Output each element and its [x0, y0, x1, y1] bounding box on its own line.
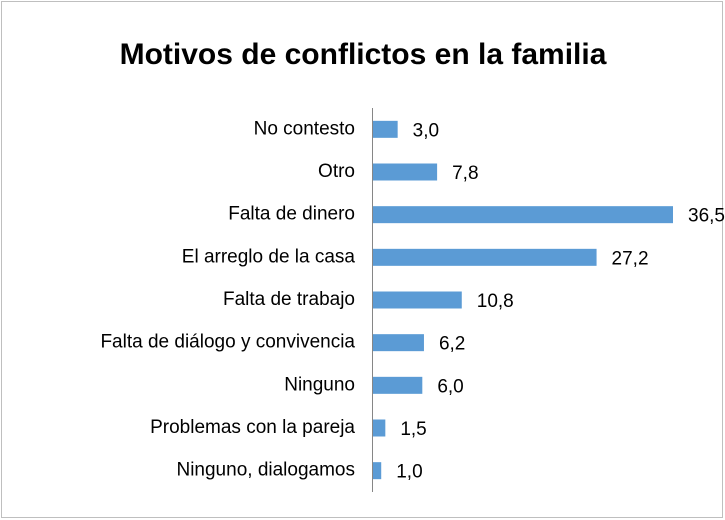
category-label: Falta de dinero — [228, 204, 355, 225]
data-label: 1,5 — [400, 419, 426, 440]
bar — [373, 248, 597, 266]
category-label: Problemas con la pareja — [150, 417, 355, 438]
category-label: Ninguno — [284, 374, 355, 395]
data-label: 6,0 — [437, 376, 463, 397]
bar — [373, 163, 438, 181]
data-label: 36,5 — [688, 206, 725, 227]
category-label: Falta de diálogo y convivencia — [100, 332, 355, 353]
bar — [373, 376, 423, 394]
data-label: 7,8 — [452, 163, 478, 184]
category-label: No contesto — [254, 118, 355, 139]
data-label: 10,8 — [477, 291, 514, 312]
bar — [373, 419, 386, 437]
bar — [373, 462, 382, 480]
data-label: 1,0 — [396, 462, 422, 483]
bar — [373, 206, 673, 224]
bar — [373, 120, 398, 138]
bar — [373, 334, 424, 352]
category-label: El arreglo de la casa — [182, 246, 356, 267]
category-label: Falta de trabajo — [223, 289, 355, 310]
bar — [373, 291, 462, 309]
category-label: Otro — [318, 161, 355, 182]
data-label: 3,0 — [413, 120, 439, 141]
data-label: 6,2 — [439, 334, 465, 355]
data-label: 27,2 — [612, 248, 649, 269]
chart-title: Motivos de conflictos en la familia — [120, 38, 607, 71]
category-label: Ninguno, dialogamos — [176, 460, 355, 481]
